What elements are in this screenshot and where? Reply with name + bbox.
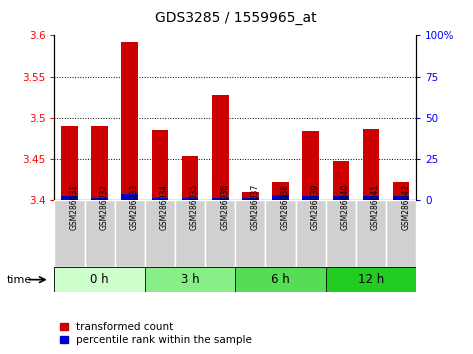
Bar — [152, 130, 168, 200]
Bar — [145, 267, 235, 292]
Bar — [114, 200, 145, 267]
Bar — [242, 198, 259, 200]
Bar — [296, 200, 326, 267]
Bar — [393, 196, 410, 200]
Bar — [333, 161, 349, 200]
Bar — [54, 200, 85, 267]
Text: 0 h: 0 h — [90, 273, 109, 286]
Text: GDS3285 / 1559965_at: GDS3285 / 1559965_at — [155, 11, 316, 25]
Bar — [326, 267, 416, 292]
Bar — [363, 129, 379, 200]
Text: GSM286040: GSM286040 — [341, 184, 350, 230]
Bar — [302, 131, 319, 200]
Text: GSM286037: GSM286037 — [250, 184, 259, 230]
Bar — [272, 182, 289, 200]
Text: GSM286031: GSM286031 — [70, 184, 79, 230]
Legend: transformed count, percentile rank within the sample: transformed count, percentile rank withi… — [60, 322, 252, 345]
Bar — [212, 198, 228, 200]
Text: GSM286041: GSM286041 — [371, 184, 380, 230]
Bar — [91, 126, 108, 200]
Bar — [85, 200, 114, 267]
Bar — [182, 198, 198, 200]
Bar — [122, 42, 138, 200]
Bar — [54, 267, 145, 292]
Text: GSM286032: GSM286032 — [100, 184, 109, 230]
Bar — [242, 192, 259, 200]
Bar — [302, 196, 319, 200]
Text: 6 h: 6 h — [271, 273, 290, 286]
Text: GSM286042: GSM286042 — [401, 184, 410, 230]
Bar — [61, 126, 78, 200]
Bar — [61, 196, 78, 200]
Text: GSM286036: GSM286036 — [220, 184, 229, 230]
Bar — [235, 267, 326, 292]
Bar — [205, 200, 235, 267]
Bar — [175, 200, 205, 267]
Bar — [386, 200, 416, 267]
Bar — [393, 182, 410, 200]
Bar — [235, 200, 265, 267]
Bar — [91, 198, 108, 200]
Text: GSM286039: GSM286039 — [311, 184, 320, 230]
Bar — [326, 200, 356, 267]
Text: time: time — [7, 275, 32, 285]
Text: 12 h: 12 h — [358, 273, 384, 286]
Bar — [212, 96, 228, 200]
Bar — [182, 156, 198, 200]
Bar — [272, 195, 289, 200]
Text: GSM286035: GSM286035 — [190, 184, 199, 230]
Text: 3 h: 3 h — [181, 273, 200, 286]
Bar — [145, 200, 175, 267]
Text: GSM286033: GSM286033 — [130, 184, 139, 230]
Bar — [356, 200, 386, 267]
Text: GSM286038: GSM286038 — [280, 184, 289, 230]
Bar — [265, 200, 296, 267]
Bar — [152, 198, 168, 200]
Bar — [122, 194, 138, 200]
Bar — [333, 196, 349, 200]
Text: GSM286034: GSM286034 — [160, 184, 169, 230]
Bar — [363, 196, 379, 200]
